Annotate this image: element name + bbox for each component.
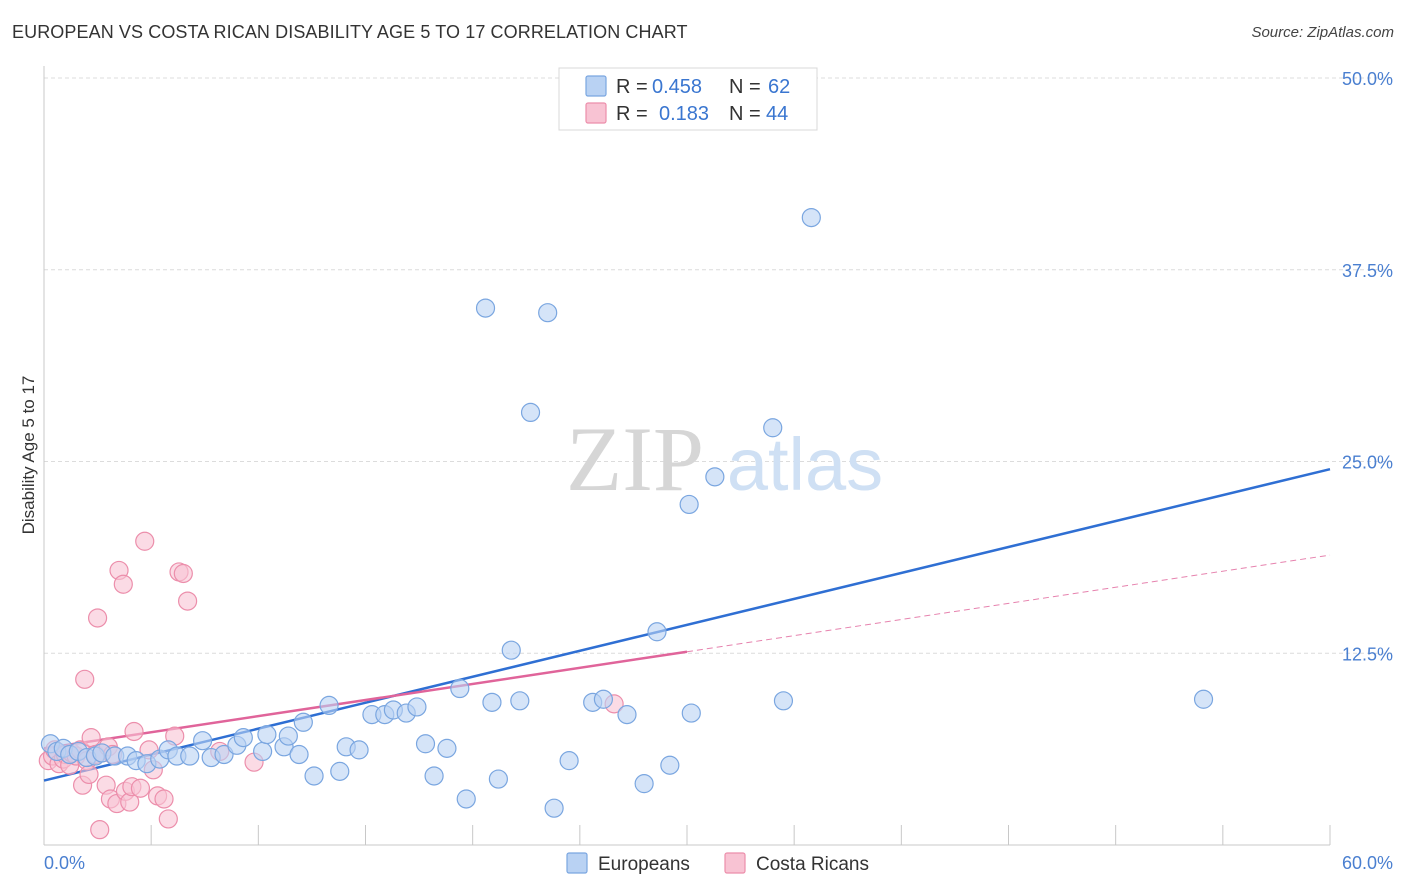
costa-ricans-point — [113, 574, 133, 594]
bottom-legend-swatch-europeans — [566, 852, 588, 874]
europeans-point — [330, 761, 350, 781]
europeans-point — [510, 691, 530, 711]
europeans-point — [180, 746, 200, 766]
costa-ricans-point — [90, 820, 110, 840]
legend-r-value: 0.458 — [652, 76, 702, 98]
costa-ricans-point — [154, 789, 174, 809]
costa-ricans-point — [135, 531, 155, 551]
europeans-point — [475, 298, 496, 318]
europeans-point — [437, 738, 457, 758]
europeans-point — [482, 692, 502, 712]
costa-ricans-point — [75, 669, 95, 689]
europeans-point — [253, 741, 273, 762]
europeans-point — [278, 726, 298, 746]
europeans-point — [520, 402, 541, 423]
costa-ricans-point — [173, 563, 193, 584]
x-tick-label: 60.0% — [1342, 853, 1393, 873]
europeans-point — [1193, 689, 1214, 709]
europeans-point — [538, 303, 558, 323]
costa-ricans-point — [158, 809, 178, 829]
y-tick-label: 50.0% — [1342, 69, 1393, 89]
bottom-legend-swatch-costa-ricans — [724, 852, 746, 874]
y-axis-title: Disability Age 5 to 17 — [19, 376, 38, 535]
europeans-point — [705, 467, 725, 487]
europeans-point — [660, 755, 680, 775]
costa-ricans-trend-line — [43, 650, 688, 750]
y-tick-label: 25.0% — [1342, 453, 1393, 473]
europeans-point — [647, 622, 667, 642]
europeans-point — [257, 724, 277, 745]
europeans-point — [681, 703, 701, 723]
bottom-legend: Europeans Costa Ricans — [566, 852, 869, 875]
axes — [43, 66, 1331, 846]
europeans-point — [544, 798, 564, 818]
chart-source: Source: ZipAtlas.com — [1251, 24, 1394, 41]
y-tick-labels: 12.5% 25.0% 37.5% 50.0% — [1342, 69, 1393, 664]
gridlines — [44, 77, 1392, 654]
costa-ricans-point — [130, 778, 151, 798]
europeans-trend-line — [43, 467, 1331, 782]
costa-ricans-points — [38, 531, 624, 840]
watermark-atlas: atlas — [727, 423, 883, 506]
europeans-point — [289, 744, 309, 765]
europeans-point — [450, 678, 470, 699]
correlation-legend: R = 0.458 N = 62 R = 0.183 N = 44 — [558, 67, 818, 131]
y-tick-label: 12.5% — [1342, 644, 1393, 664]
europeans-point — [193, 731, 213, 751]
x-tick-labels: 0.0% 60.0% — [44, 853, 1393, 873]
europeans-point — [617, 705, 637, 725]
legend-n-label: N = — [729, 76, 766, 98]
y-tick-label: 37.5% — [1342, 261, 1393, 281]
europeans-points — [40, 207, 1214, 818]
costa-ricans-point — [178, 591, 198, 611]
europeans-point — [634, 774, 654, 794]
legend-r-label: R = — [616, 76, 653, 98]
legend-n-label: N = — [729, 103, 766, 125]
bottom-legend-europeans: Europeans — [598, 854, 690, 875]
legend-r-label: R = — [616, 103, 653, 125]
costa-ricans-point — [87, 608, 108, 628]
europeans-point — [593, 689, 614, 709]
europeans-point — [415, 734, 436, 754]
europeans-point — [679, 494, 699, 515]
trend-lines — [43, 467, 1331, 782]
europeans-point — [559, 751, 579, 771]
costa-ricans-trend-extension — [686, 554, 1331, 653]
europeans-point — [293, 712, 313, 732]
watermark-zip: ZIP — [566, 408, 704, 510]
costa-ricans-point — [81, 728, 101, 748]
europeans-point — [488, 769, 508, 789]
europeans-point — [319, 695, 339, 716]
europeans-point — [501, 640, 521, 660]
europeans-point — [801, 207, 821, 228]
legend-n-value: 62 — [768, 76, 790, 98]
legend-n-value: 44 — [766, 103, 788, 125]
europeans-point — [773, 691, 794, 711]
costa-ricans-point — [79, 764, 99, 785]
legend-r-value: 0.183 — [659, 103, 709, 125]
europeans-point — [349, 740, 369, 760]
europeans-point — [233, 728, 253, 748]
europeans-point — [304, 766, 324, 786]
x-tick-label: 0.0% — [44, 853, 85, 873]
europeans-point — [763, 418, 783, 438]
europeans-point — [424, 766, 444, 786]
chart-title: EUROPEAN VS COSTA RICAN DISABILITY AGE 5… — [12, 22, 688, 42]
bottom-legend-costa-ricans: Costa Ricans — [756, 854, 869, 875]
costa-ricans-point — [124, 721, 144, 742]
legend-swatch-europeans — [585, 75, 607, 97]
europeans-point — [407, 697, 427, 717]
legend-swatch-costa-ricans — [585, 102, 607, 124]
europeans-point — [456, 789, 476, 809]
